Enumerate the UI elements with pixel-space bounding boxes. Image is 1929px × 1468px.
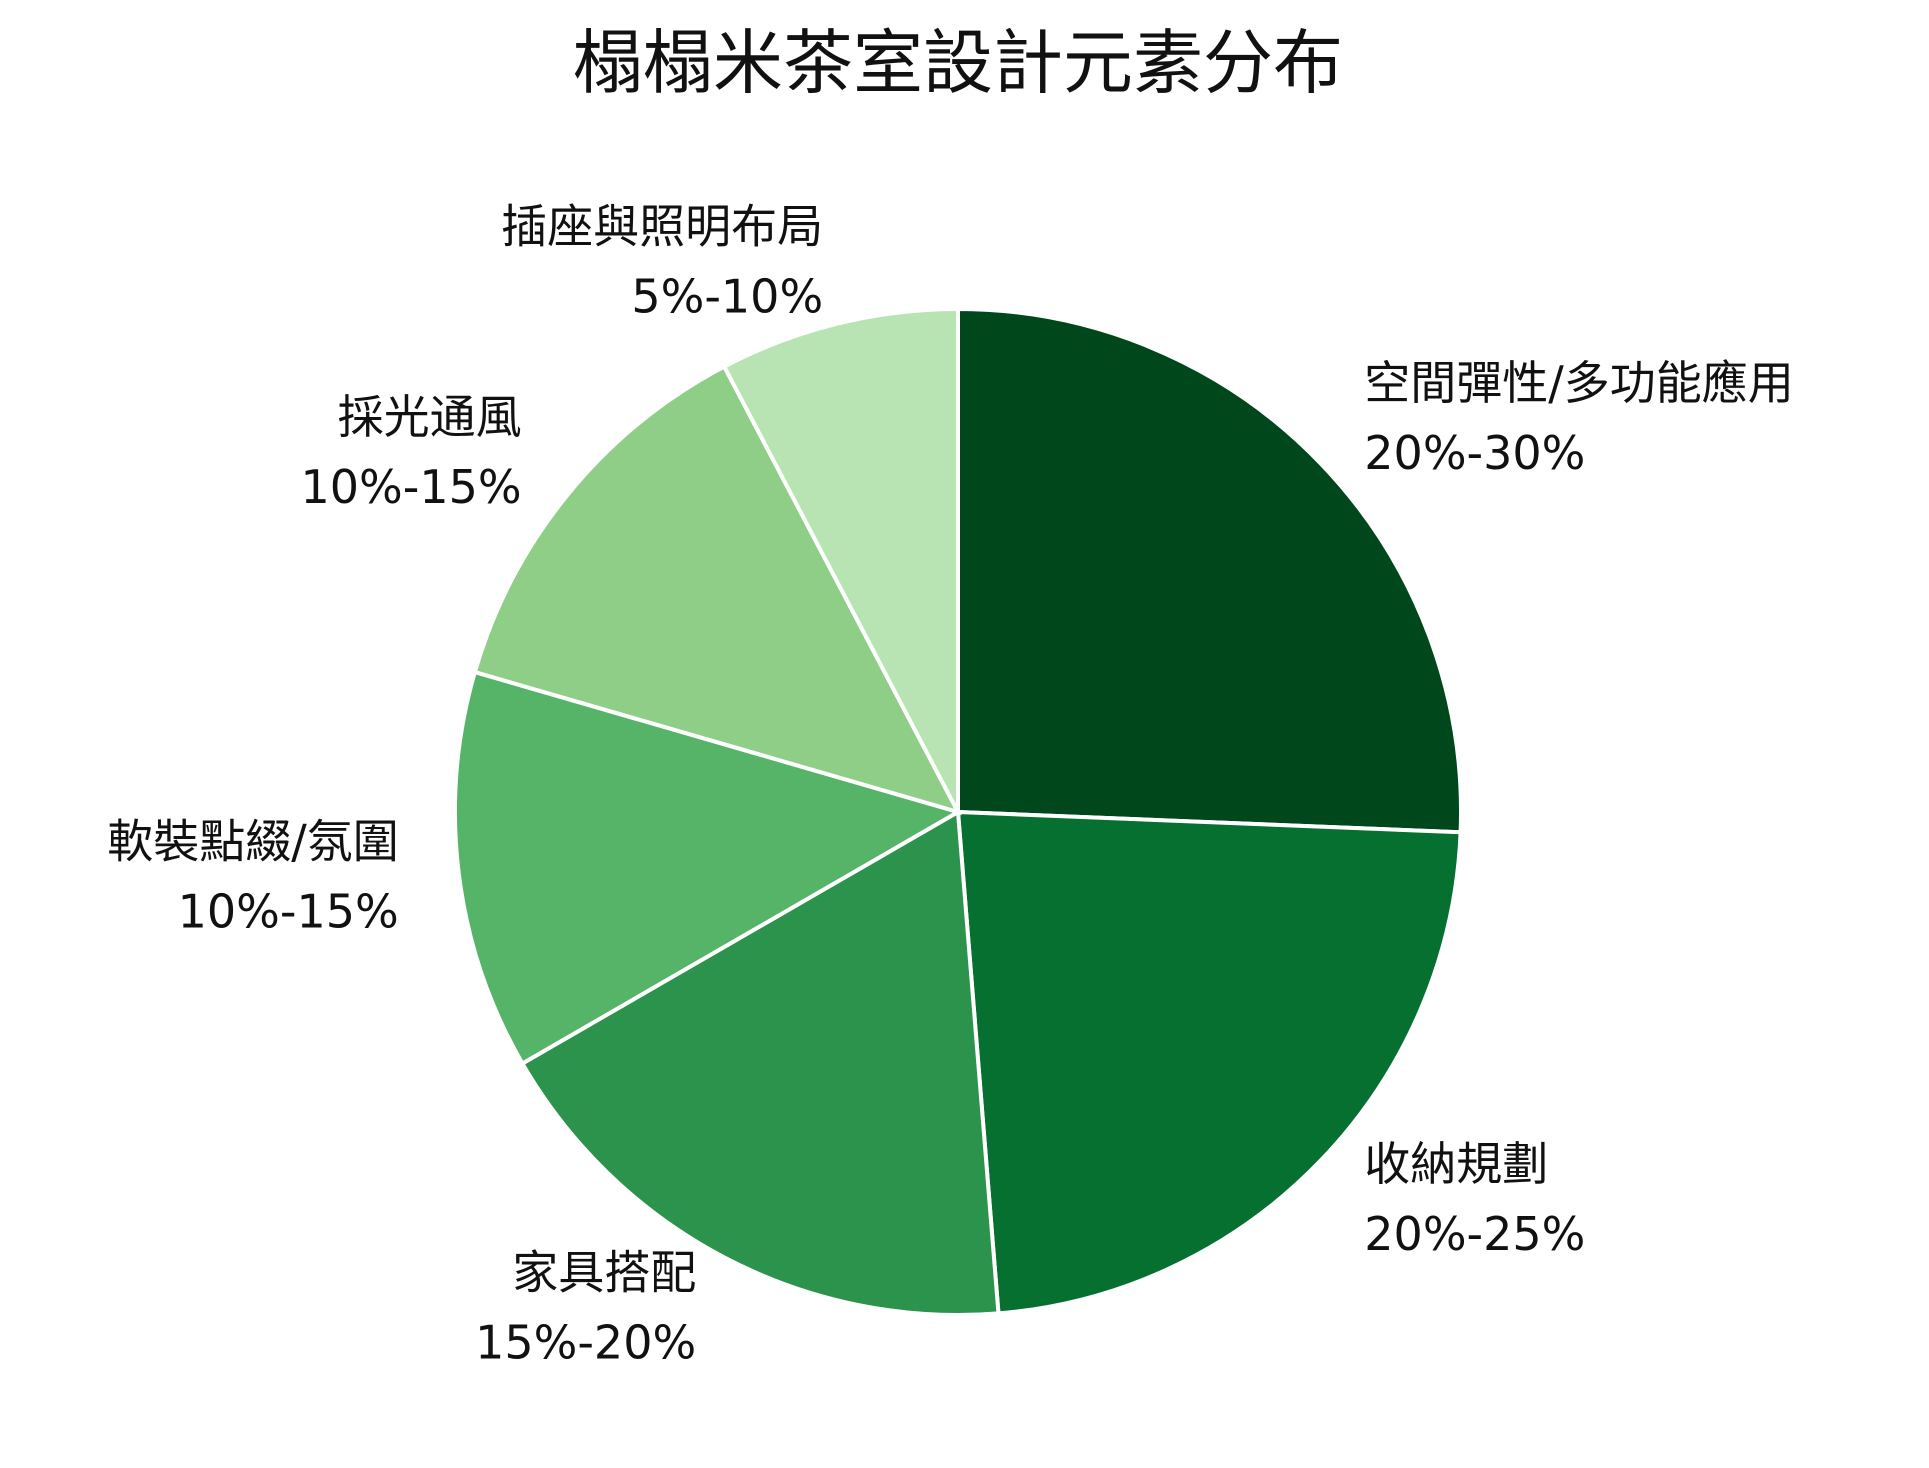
pie-slice <box>955 809 1463 1316</box>
slice-value-label: 10%-15% <box>178 884 399 938</box>
slice-label: 空間彈性/多功能應用 <box>1364 356 1794 410</box>
slice-value-label: 5%-10% <box>631 270 823 324</box>
slice-value-label: 20%-30% <box>1364 426 1585 480</box>
chart-title: 榻榻米茶室設計元素分布 <box>573 22 1343 104</box>
slice-label: 家具搭配 <box>512 1245 696 1299</box>
slice-label: 採光通風 <box>338 390 522 444</box>
slice-label: 軟裝點綴/氛圍 <box>107 814 399 868</box>
slice-label: 插座與照明布局 <box>501 200 823 254</box>
slice-value-label: 15%-20% <box>475 1315 696 1369</box>
pie-slice <box>453 669 964 1067</box>
slice-value-label: 20%-25% <box>1364 1207 1585 1261</box>
slice-value-label: 10%-15% <box>301 460 522 514</box>
slice-label: 收納規劃 <box>1364 1137 1548 1191</box>
pie-slice <box>721 306 960 813</box>
pie-slice <box>519 808 1001 1317</box>
pie-slice <box>472 363 962 816</box>
pie-slice <box>956 306 1463 835</box>
